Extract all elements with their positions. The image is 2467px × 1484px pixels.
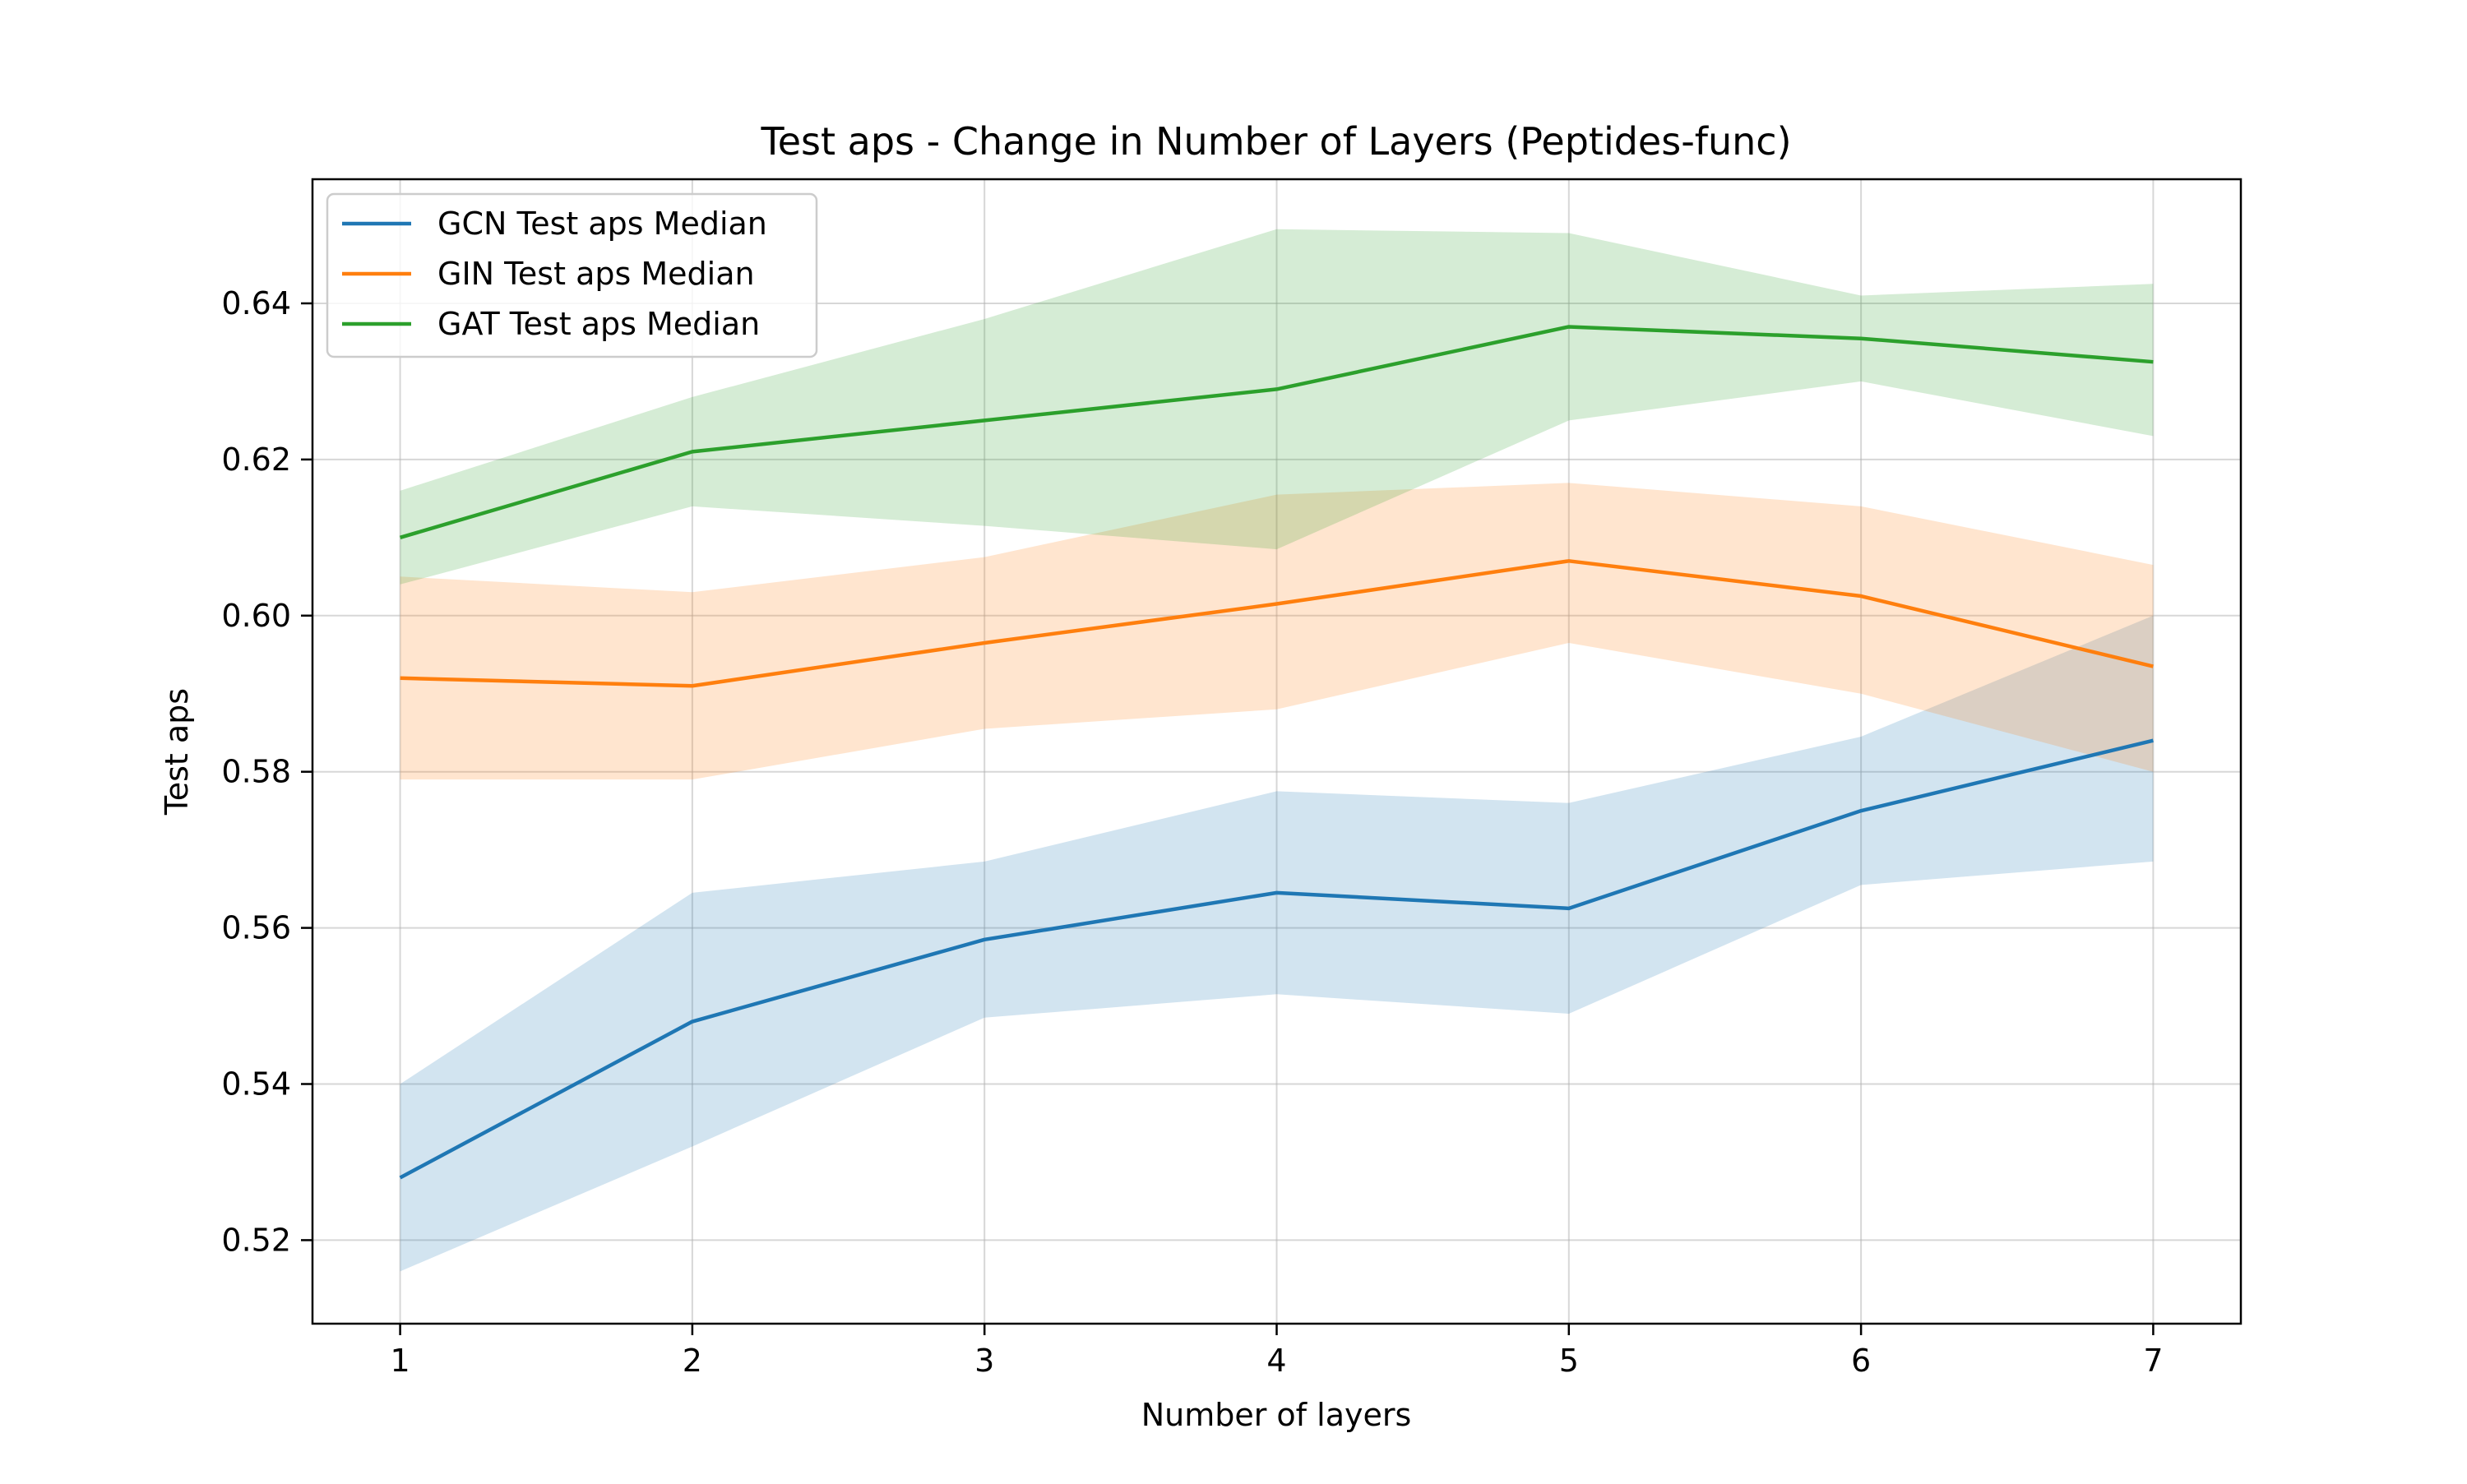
x-tick-label: 2	[683, 1343, 702, 1379]
x-axis-label: Number of layers	[1141, 1397, 1412, 1433]
y-tick-label: 0.54	[221, 1066, 291, 1102]
gcn-data-point	[1860, 810, 1863, 812]
gin-data-point	[2152, 665, 2155, 668]
series-lines	[399, 325, 2155, 1180]
gat-data-point	[1860, 337, 1863, 340]
gcn-data-point	[691, 1020, 693, 1023]
legend-label-gat: GAT Test aps Median	[437, 306, 760, 342]
gat-data-point	[1567, 326, 1570, 328]
legend-label-gin: GIN Test aps Median	[437, 256, 755, 292]
gin-data-point	[399, 677, 401, 679]
x-tick-label: 5	[1559, 1343, 1579, 1379]
gcn-data-point	[399, 1177, 401, 1179]
gat-data-point	[2152, 361, 2155, 363]
y-tick-label: 0.64	[221, 285, 291, 321]
x-tick-label: 4	[1266, 1343, 1286, 1379]
y-axis-label: Test aps	[159, 688, 195, 816]
gin-data-point	[1567, 560, 1570, 562]
gat-median-line	[399, 325, 2154, 539]
legend-box	[326, 192, 818, 358]
gcn-data-point	[984, 938, 986, 941]
gin-median-line	[400, 559, 2154, 688]
gin-data-point	[984, 642, 986, 645]
y-tick-label: 0.58	[221, 754, 291, 790]
gcn-data-point	[1275, 891, 1278, 894]
x-tick-label: 7	[2143, 1343, 2163, 1379]
y-tick-label: 0.52	[221, 1222, 291, 1258]
y-tick-label: 0.60	[221, 598, 291, 634]
gcn-data-point	[1567, 907, 1570, 909]
gin-band	[400, 483, 2154, 780]
legend-label-gcn: GCN Test aps Median	[437, 206, 767, 242]
gin-data-point	[1275, 603, 1278, 605]
gat-data-point	[984, 419, 986, 422]
grid-lines	[312, 179, 2241, 1324]
gat-data-point	[691, 451, 693, 453]
chart-title: Test aps - Change in Number of Layers (P…	[760, 119, 1791, 164]
confidence-bands	[400, 229, 2154, 1272]
x-tick-label: 6	[1851, 1343, 1871, 1379]
y-tick-label: 0.56	[221, 910, 291, 946]
legend: GCN Test aps Median GIN Test aps Median …	[326, 192, 818, 358]
gat-data-point	[399, 536, 401, 539]
gin-data-point	[691, 685, 693, 687]
axis-ticks: 1 2 3 4 5 6 7 0.52 0.54 0.56 0.58 0.60 0.62 0.64	[221, 285, 2163, 1379]
gcn-band	[400, 615, 2154, 1272]
gcn-data-point	[2152, 739, 2155, 742]
gin-data-point	[1860, 595, 1863, 598]
x-tick-label: 3	[974, 1343, 994, 1379]
x-tick-label: 1	[390, 1343, 410, 1379]
gat-band	[400, 229, 2154, 585]
y-tick-label: 0.62	[221, 442, 291, 478]
gcn-median-line	[399, 738, 2154, 1180]
gat-data-point	[1275, 388, 1278, 391]
